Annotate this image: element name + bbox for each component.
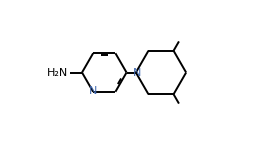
Text: N: N xyxy=(133,68,141,77)
Text: N: N xyxy=(89,86,97,96)
Text: H₂N: H₂N xyxy=(47,68,68,77)
